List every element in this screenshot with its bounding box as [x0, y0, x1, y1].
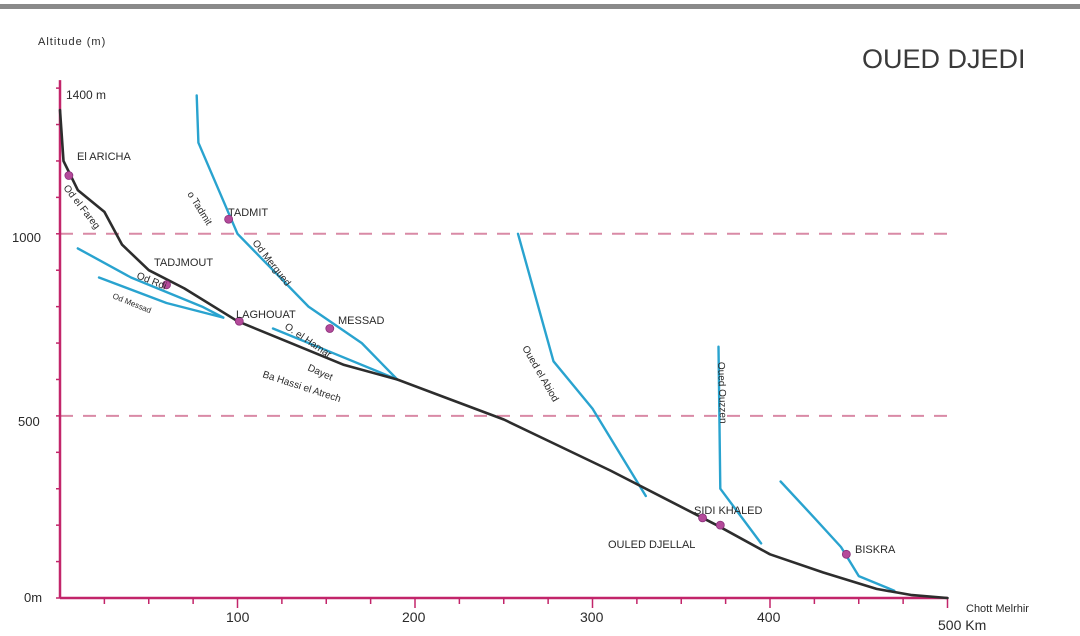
tributary-line-4 [271, 327, 399, 381]
tributary-line-7 [779, 480, 896, 592]
place-label-tadmit: TADMIT [228, 207, 268, 219]
x-end-label: 500 Km [938, 617, 986, 633]
place-marker-4 [325, 324, 335, 333]
annotation-oued-ouzzen: Oued Ouzzen [715, 362, 728, 424]
x-tick-200: 200 [402, 609, 426, 625]
y-top-label: 1400 m [66, 88, 106, 102]
top-frame-bar [0, 4, 1080, 9]
place-label-tadjmout: TADJMOUT [154, 257, 213, 269]
place-marker-6 [715, 520, 725, 530]
y-tick-0: 0m [24, 590, 42, 605]
y-axis-label: Altitude (m) [38, 36, 106, 48]
annotation-od-mergued: Od Mergued [250, 238, 293, 289]
tributary-line-3 [195, 94, 399, 381]
place-label-biskra: BISKRA [855, 544, 896, 556]
annotation-od-el-fareg: Od el Fareg [61, 183, 102, 231]
tributary-line-6 [717, 345, 763, 545]
x-tick-300: 300 [580, 609, 604, 625]
main-river-profile [58, 108, 949, 600]
place-marker-0 [64, 171, 74, 180]
tributary-line-1 [76, 247, 225, 319]
x-end-note: Chott Melrhir [966, 603, 1029, 615]
y-tick-1000: 1000 [12, 230, 41, 245]
annotation-tadmit-channel: o Tadmit [184, 190, 213, 228]
x-tick-400: 400 [757, 609, 781, 625]
chart-title: OUED DJEDI [862, 44, 1026, 74]
y-tick-500: 500 [18, 414, 40, 429]
place-label-el-aricha: El ARICHA [77, 151, 131, 163]
place-labels: El ARICHA TADMIT TADJMOUT LAGHOUAT MESSA… [77, 151, 896, 556]
place-marker-1 [224, 214, 234, 224]
chart-geometry [56, 80, 949, 608]
place-label-messad: MESSAD [338, 315, 385, 327]
annotation-dayet: Dayet [306, 363, 335, 384]
annotation-od-rdi: Od Rdi [135, 271, 168, 293]
tributary-line-5 [516, 232, 647, 498]
place-marker-2 [162, 280, 171, 290]
place-label-laghouat: LAGHOUAT [236, 309, 296, 321]
tributary-line-2 [97, 276, 225, 319]
place-marker-3 [234, 316, 244, 326]
annotation-oued-el-abiod: Oued el Abiod [519, 344, 560, 404]
annotations: Od el Fareg Od Rdi Od Messad Od Mergued … [61, 183, 729, 424]
place-label-sidi-khaled: SIDI KHALED [694, 505, 763, 517]
place-marker-7 [841, 549, 851, 559]
place-marker-5 [698, 513, 707, 523]
place-label-ouled-djellal: OULED DJELLAL [608, 539, 695, 551]
x-tick-100: 100 [226, 609, 250, 625]
